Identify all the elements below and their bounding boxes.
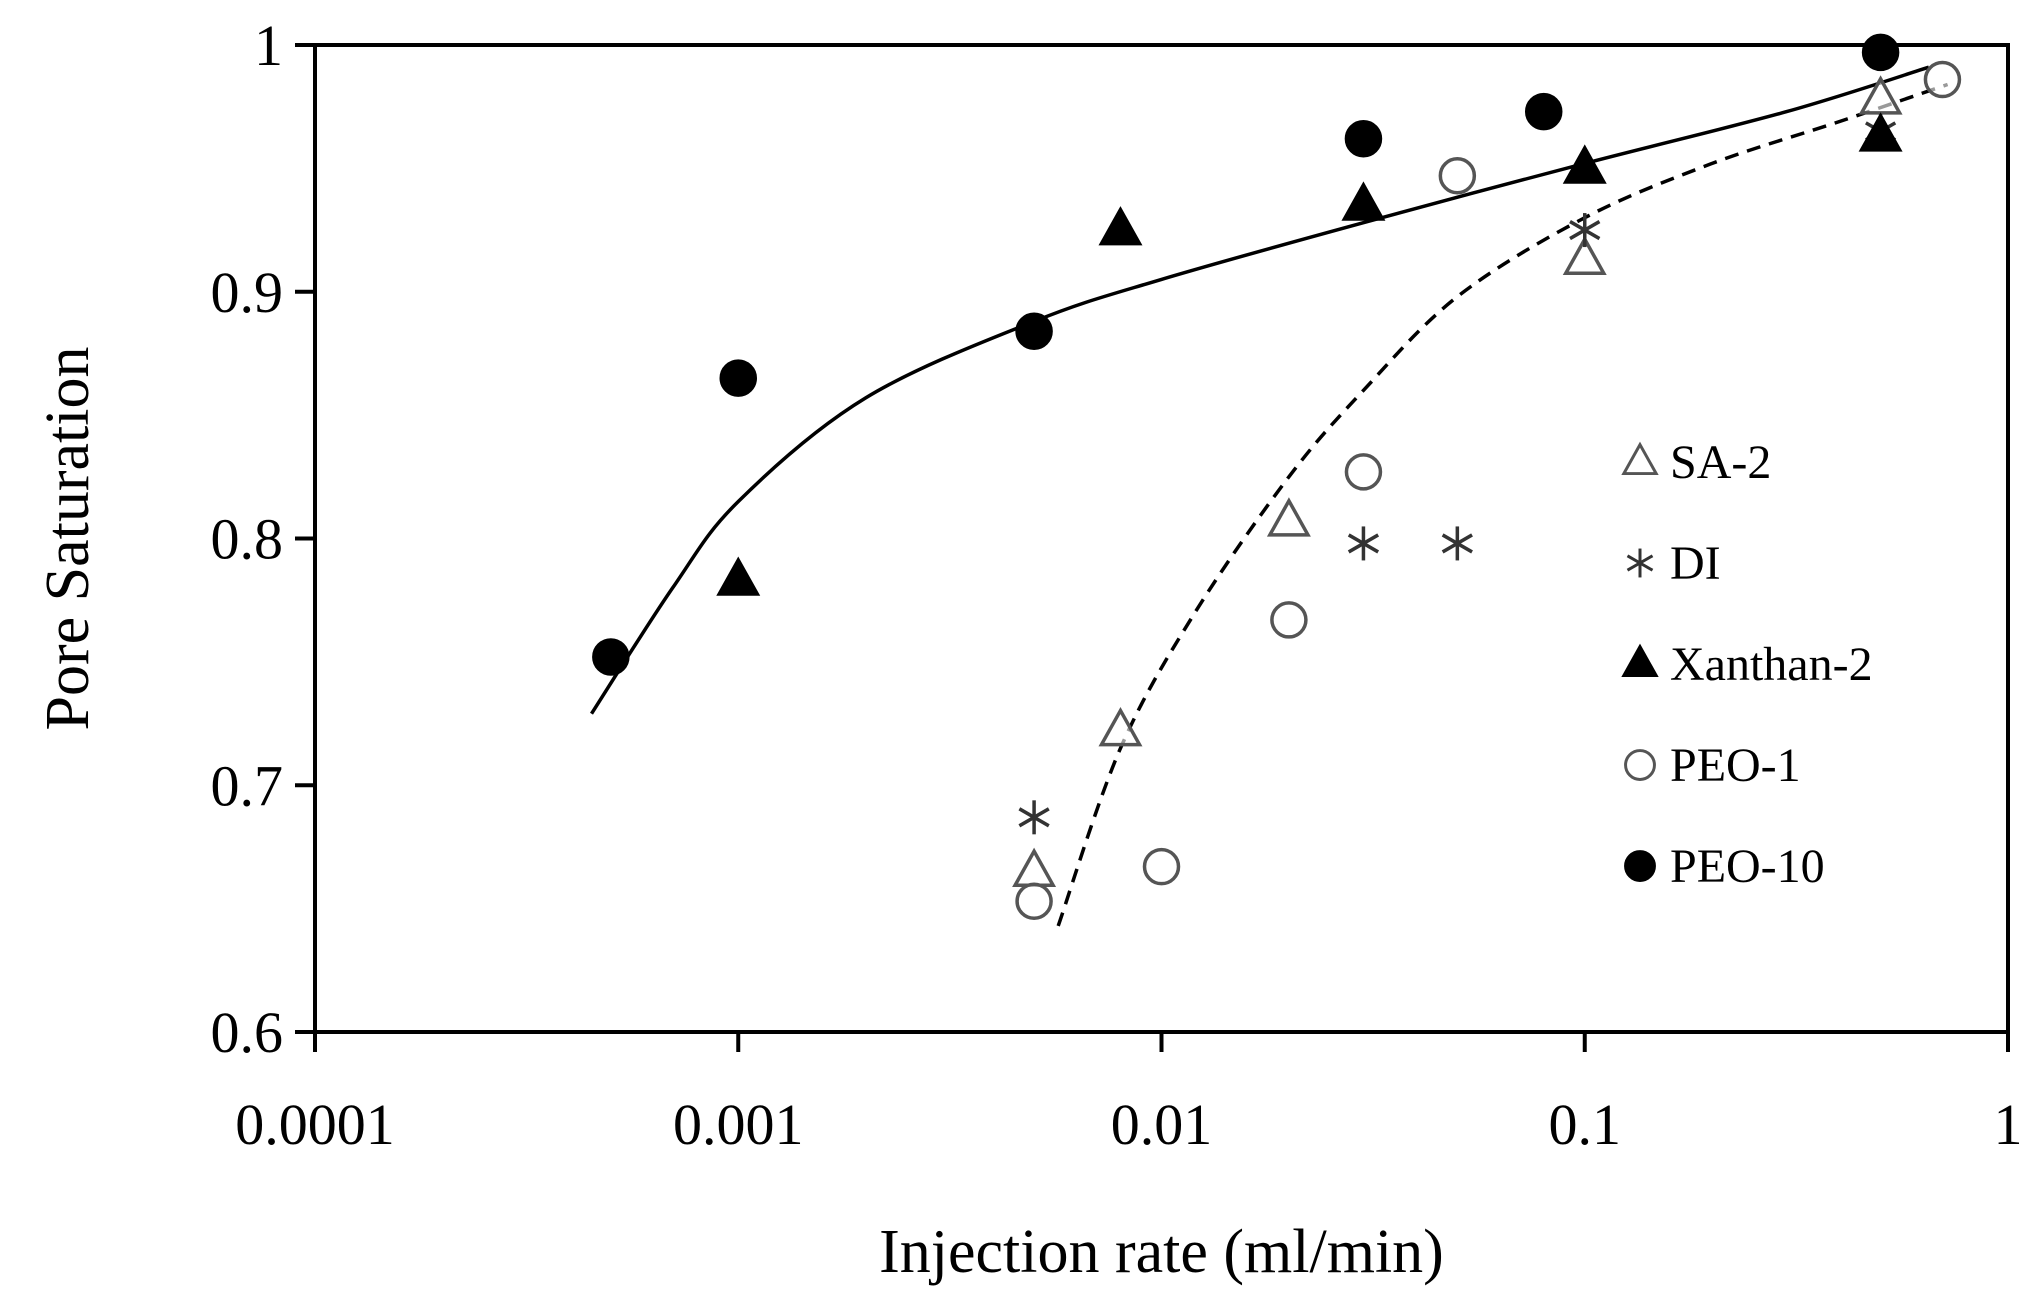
point-sa-2-0 xyxy=(1012,847,1057,887)
point-peo-1-4 xyxy=(1438,157,1477,195)
point-di-1 xyxy=(1347,526,1380,561)
legend-marker-sa-2 xyxy=(1621,441,1659,476)
point-xanthan-2-1 xyxy=(1098,206,1143,246)
point-peo-1-1 xyxy=(1142,847,1181,886)
point-sa-2-3 xyxy=(1562,235,1607,276)
legend-marker-di xyxy=(1626,548,1654,578)
point-peo-10-0 xyxy=(592,638,630,676)
x-tick-label-3: 0.1 xyxy=(1549,1092,1622,1157)
x-tick-label-1: 0.001 xyxy=(673,1092,804,1157)
point-peo-1-0 xyxy=(1015,882,1053,920)
fit-line-solid xyxy=(590,65,1930,715)
point-di-2 xyxy=(1441,526,1473,561)
legend-marker-peo-1 xyxy=(1624,749,1656,781)
y-tick-label-0: 0.6 xyxy=(211,1000,284,1065)
legend-item-di: DI xyxy=(1626,537,1721,590)
point-di-0 xyxy=(1018,800,1050,835)
point-peo-10-3 xyxy=(1344,120,1383,158)
legend-item-peo-1: PEO-1 xyxy=(1624,739,1801,792)
point-xanthan-2-0 xyxy=(716,556,761,596)
point-peo-1-2 xyxy=(1270,601,1308,639)
point-peo-10-1 xyxy=(719,359,757,397)
x-tick-label-2: 0.01 xyxy=(1111,1092,1213,1157)
point-sa-2-4 xyxy=(1858,75,1903,115)
point-peo-10-2 xyxy=(1015,312,1053,350)
point-xanthan-2-4 xyxy=(1858,112,1903,152)
legend-item-sa-2: SA-2 xyxy=(1621,436,1771,489)
legend-label-xanthan-2: Xanthan-2 xyxy=(1670,638,1873,691)
point-di-3 xyxy=(1569,213,1601,248)
point-peo-10-5 xyxy=(1861,33,1900,72)
y-tick-label-1: 0.7 xyxy=(211,753,284,818)
legend-marker-xanthan-2 xyxy=(1621,643,1659,678)
legend-label-peo-1: PEO-1 xyxy=(1670,739,1801,792)
legend-item-xanthan-2: Xanthan-2 xyxy=(1621,638,1873,691)
legend: SA-2 DI Xanthan-2 PEO-1 PEO-10 xyxy=(1621,436,1873,893)
x-tick-label-4: 1 xyxy=(1994,1092,2023,1157)
data-points xyxy=(592,33,1962,920)
point-sa-2-1 xyxy=(1098,706,1143,747)
point-xanthan-2-3 xyxy=(1562,144,1607,184)
legend-marker-peo-10 xyxy=(1624,850,1656,882)
point-xanthan-2-2 xyxy=(1341,181,1386,221)
point-peo-1-3 xyxy=(1344,453,1383,491)
y-tick-label-2: 0.8 xyxy=(211,507,284,572)
x-axis-title: Injection rate (ml/min) xyxy=(879,1218,1444,1286)
y-tick-label-4: 1 xyxy=(254,13,283,78)
legend-item-peo-10: PEO-10 xyxy=(1624,840,1825,893)
legend-label-peo-10: PEO-10 xyxy=(1670,840,1825,893)
y-axis-title: Pore Saturation xyxy=(34,347,102,731)
y-tick-label-3: 0.9 xyxy=(211,260,284,325)
axes: 0.0001 0.001 0.01 0.1 1 0.6 0.7 0.8 0.9 1 xyxy=(211,13,2023,1157)
legend-label-di: DI xyxy=(1670,537,1721,590)
point-sa-2-2 xyxy=(1266,497,1311,537)
point-peo-10-4 xyxy=(1524,92,1563,131)
point-peo-1-5 xyxy=(1923,60,1962,99)
x-tick-label-0: 0.0001 xyxy=(235,1092,395,1157)
legend-label-sa-2: SA-2 xyxy=(1670,436,1771,489)
fit-line-dashed xyxy=(1056,82,1949,927)
fit-lines xyxy=(590,65,1949,927)
